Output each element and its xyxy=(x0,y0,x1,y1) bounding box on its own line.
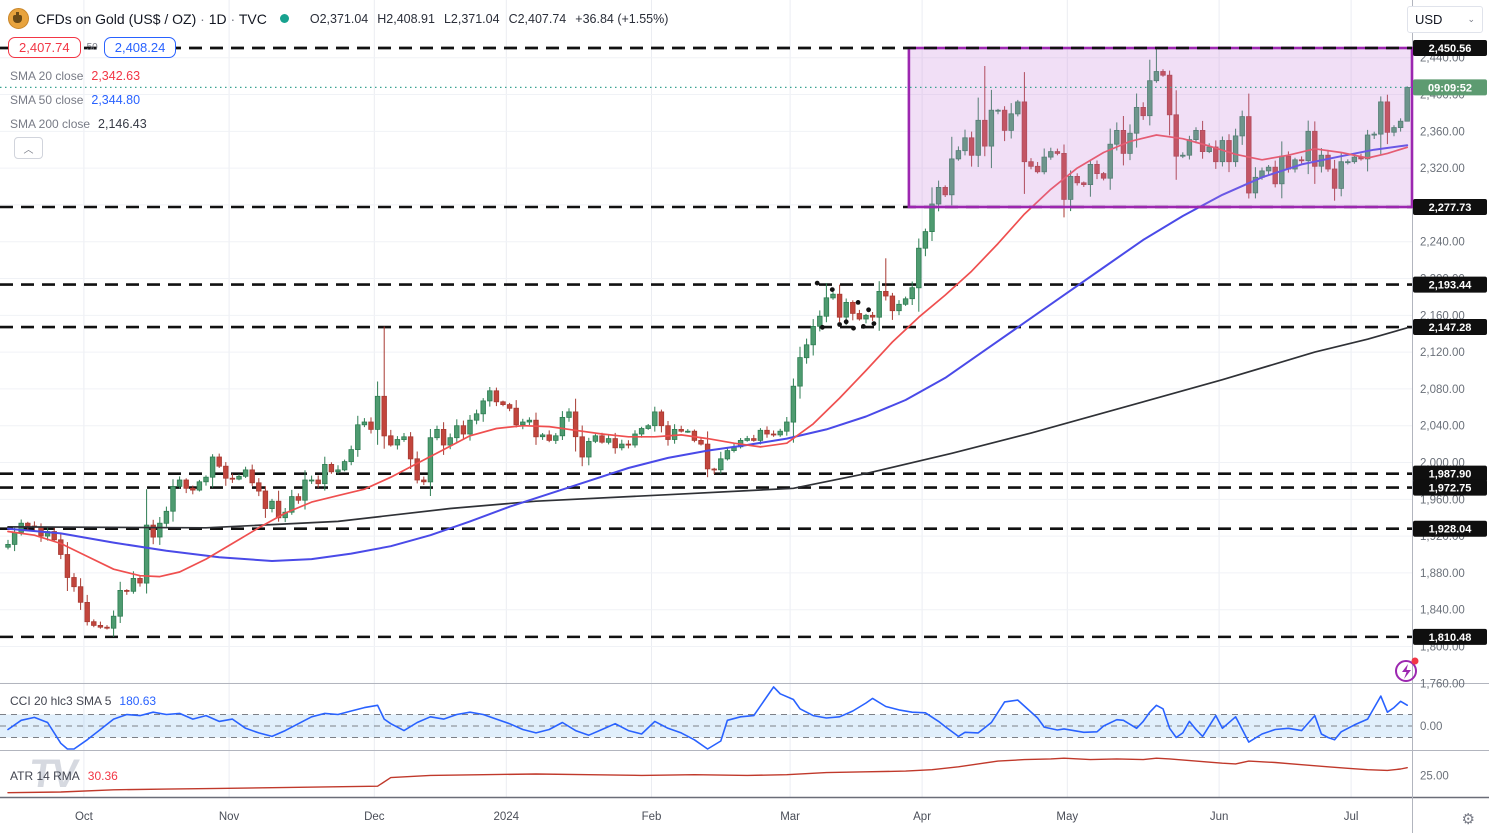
price-tick: 2,320.00 xyxy=(1420,163,1465,175)
sma20-value: 2,342.63 xyxy=(91,69,141,83)
flash-events-icon xyxy=(1395,657,1419,682)
month-label: Jun xyxy=(1210,811,1229,823)
level-badge: 2,193.44 xyxy=(1413,276,1487,293)
annotation-dot xyxy=(843,319,849,325)
symbol-header: CFDs on Gold (US$ / OZ) · 1D · TVC O2,37… xyxy=(8,8,668,29)
annotation-dot xyxy=(829,287,835,292)
price-tick: 1,760.00 xyxy=(1420,678,1465,690)
change-readout: +36.84 (+1.55%) xyxy=(575,11,669,26)
market-status-icon xyxy=(279,14,289,23)
sma200-value: 2,146.43 xyxy=(98,117,147,131)
sma20-legend-row[interactable]: SMA 20 close 2,342.63 xyxy=(10,69,141,83)
month-label: Feb xyxy=(642,811,662,823)
month-label: Dec xyxy=(364,811,385,823)
month-label: Oct xyxy=(75,811,94,823)
ohlc-readout: O2,371.04 H2,408.91 L2,371.04 C2,407.74 … xyxy=(309,11,669,26)
level-badge: 2,147.28 xyxy=(1413,319,1487,335)
chevron-down-icon: ⌄ xyxy=(1467,14,1475,24)
atr-tick: 25.00 xyxy=(1420,770,1449,782)
annotation-dot xyxy=(837,322,842,327)
cci-legend-row[interactable]: CCI 20 hlc3 SMA 5 180.63 xyxy=(10,694,157,708)
level-badge: 1,810.48 xyxy=(1413,628,1487,645)
countdown-badge: 09:09:52 xyxy=(1413,79,1487,96)
price-tick: 2,240.00 xyxy=(1420,237,1465,249)
svg-text:2,277.73: 2,277.73 xyxy=(1429,202,1472,214)
month-label: Jul xyxy=(1344,811,1359,823)
price-tick: 1,840.00 xyxy=(1420,605,1465,617)
sma200-legend-row[interactable]: SMA 200 close 2,146.43 xyxy=(10,117,147,131)
cci-tick: 0.00 xyxy=(1420,721,1442,733)
interval-label: 1D xyxy=(208,10,227,27)
price-tick: 2,040.00 xyxy=(1420,421,1465,433)
month-label: Apr xyxy=(913,811,931,823)
svg-text:2,193.44: 2,193.44 xyxy=(1429,280,1473,292)
candles xyxy=(5,48,1410,637)
annotation-dot xyxy=(871,321,877,326)
level-badge: 2,277.73 xyxy=(1413,199,1487,215)
month-label: May xyxy=(1056,811,1078,823)
price-tick: 1,960.00 xyxy=(1420,494,1465,506)
gold-symbol-icon xyxy=(8,8,29,29)
cci-value: 180.63 xyxy=(119,694,157,708)
month-label: Mar xyxy=(780,811,800,823)
svg-text:1,987.90: 1,987.90 xyxy=(1429,469,1472,481)
annotation-dot xyxy=(855,300,861,305)
annotation-dot xyxy=(814,280,820,286)
collapse-legend-button[interactable]: ︿ xyxy=(14,137,43,159)
annotation-dot xyxy=(866,307,871,313)
svg-text:2,147.28: 2,147.28 xyxy=(1429,322,1472,334)
month-label: Nov xyxy=(219,811,240,823)
level-badge: 1,987.90 xyxy=(1413,465,1487,482)
indicator-legend: SMA 20 close 2,342.63 SMA 50 close 2,344.8… xyxy=(10,64,147,136)
atr-value: 30.36 xyxy=(87,769,118,783)
svg-text:1,810.48: 1,810.48 xyxy=(1429,632,1472,644)
bid-ask-band: 2,407.74 50 2,408.24 xyxy=(8,37,177,58)
svg-text:2,450.56: 2,450.56 xyxy=(1429,43,1472,55)
exchange-label: TVC xyxy=(238,10,267,27)
currency-dropdown[interactable]: USD ⌄ xyxy=(1407,6,1483,33)
price-tick: 2,120.00 xyxy=(1420,347,1465,359)
price-tick: 2,440.00 xyxy=(1420,53,1465,65)
sma50-legend-row[interactable]: SMA 50 close 2,344.80 xyxy=(10,93,141,107)
svg-text:09:09:52: 09:09:52 xyxy=(1428,82,1472,94)
buy-price-button[interactable]: 2,408.24 xyxy=(103,37,177,58)
symbol-title[interactable]: CFDs on Gold (US$ / OZ) · 1D · TVC xyxy=(36,10,267,27)
level-badge: 2,450.56 xyxy=(1413,40,1487,56)
annotation-dot xyxy=(820,324,825,330)
axis-settings-gear-icon[interactable]: ⚙ xyxy=(1461,811,1475,828)
annotation-dot xyxy=(861,324,866,329)
svg-text:1,928.04: 1,928.04 xyxy=(1429,524,1473,536)
price-tick: 2,080.00 xyxy=(1420,384,1465,396)
price-tick: 2,360.00 xyxy=(1420,126,1465,138)
atr-legend-row[interactable]: ATR 14 RMA 30.36 xyxy=(10,769,118,783)
sell-price-button[interactable]: 2,407.74 xyxy=(8,37,81,58)
spread-label: 50 xyxy=(86,42,98,53)
highlight-box xyxy=(907,46,1414,209)
level-badge: 1,928.04 xyxy=(1413,520,1487,537)
month-label: 2024 xyxy=(494,811,520,823)
annotation-dot xyxy=(851,325,856,331)
svg-text:1,972.75: 1,972.75 xyxy=(1429,483,1472,495)
sma50-value: 2,344.80 xyxy=(91,93,141,107)
price-tick: 1,880.00 xyxy=(1420,568,1465,580)
level-badge: 1,972.75 xyxy=(1413,479,1487,496)
